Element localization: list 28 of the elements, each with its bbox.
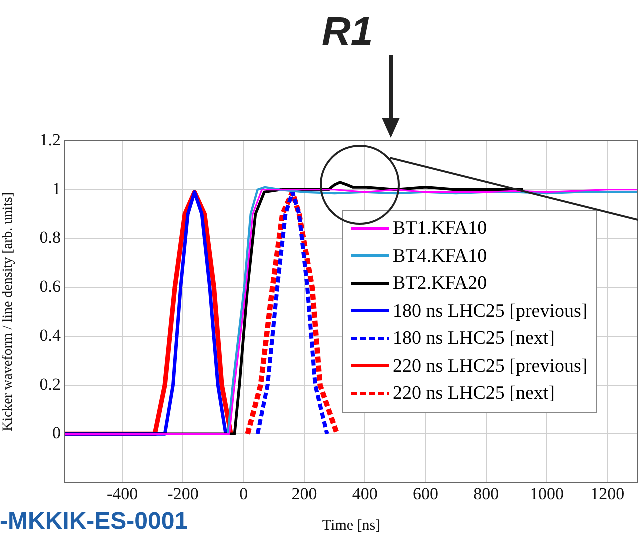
y-tick-label: 0.6 [40, 277, 61, 296]
line-series [256, 190, 330, 436]
y-tick-label: 0.4 [40, 326, 62, 345]
x-tick-label: 400 [352, 484, 378, 504]
x-tick-label: 200 [292, 484, 318, 504]
legend-label: 220 ns LHC25 [previous] [393, 354, 588, 378]
x-tick-label: 0 [240, 484, 248, 504]
y-tick-label: 0.8 [40, 228, 61, 248]
y-axis-title: Kicker waveform / line density [arb. units] [1, 192, 16, 432]
legend-label: BT2.KFA20 [393, 272, 488, 296]
y-tick-label: 1.2 [40, 130, 61, 150]
legend-label: BT4.KFA10 [393, 244, 488, 268]
x-tick-label: -200 [168, 484, 199, 504]
legend-label: 220 ns LHC25 [next] [393, 382, 556, 406]
y-tick-label: 0 [52, 424, 61, 443]
x-tick-label: 1200 [590, 484, 625, 504]
x-tick-label: 1000 [530, 484, 564, 504]
x-tick-label: -400 [107, 484, 138, 504]
x-tick-label: 600 [413, 484, 439, 504]
x-axis-title: Time [ns] [322, 518, 381, 534]
text: -MKKIK-ES-0001 [0, 508, 188, 535]
legend-label: BT1.KFA10 [393, 217, 488, 241]
legend-label: 180 ns LHC25 [next] [393, 327, 556, 351]
legend-label: 180 ns LHC25 [previous] [393, 300, 588, 324]
x-tick-label: 800 [474, 484, 500, 504]
y-tick-label: 1 [52, 179, 61, 198]
y-tick-label: 0.2 [40, 374, 61, 394]
text: R1 [322, 10, 374, 55]
